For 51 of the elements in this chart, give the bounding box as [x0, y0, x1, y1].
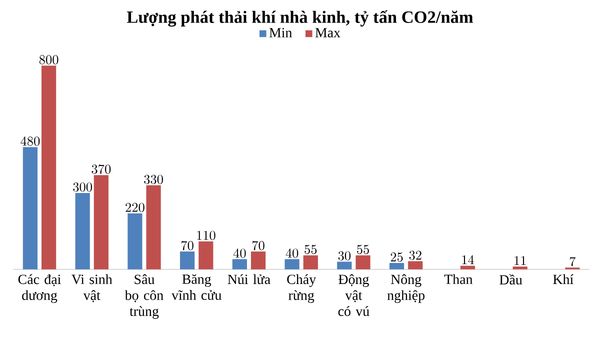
data-label: 55 — [304, 244, 317, 254]
bar — [408, 261, 423, 270]
bar — [180, 252, 195, 270]
bar — [303, 255, 318, 270]
x-tick-label: Vi sinh vật — [72, 274, 112, 302]
x-tick-label: Khí — [553, 274, 574, 284]
bar — [250, 252, 266, 270]
x-tick-label: Sâu bọ côn trùng — [124, 274, 164, 319]
data-label: 32 — [409, 250, 422, 260]
bar — [198, 241, 214, 270]
data-label: 330 — [144, 174, 163, 184]
data-label: 370 — [92, 164, 111, 174]
x-tick-label: Động vật có vú — [338, 274, 370, 316]
bar — [42, 66, 56, 270]
x-tick-label: Các đại dương — [18, 274, 61, 303]
x-tick-label: Than — [444, 274, 473, 284]
data-label: 11 — [514, 256, 526, 265]
bar — [232, 259, 247, 270]
data-label: 40 — [286, 248, 298, 258]
x-tick-label: Dầu — [500, 274, 522, 284]
data-label: 220 — [126, 202, 144, 212]
x-tick-label: Nông nghiệp — [387, 274, 424, 303]
data-label: 480 — [20, 136, 40, 146]
bar — [75, 192, 90, 270]
data-label: 30 — [338, 251, 351, 260]
bar — [389, 262, 404, 270]
bar — [337, 262, 352, 270]
legend-label: Min — [269, 28, 292, 38]
data-label: 25 — [390, 252, 403, 262]
x-tick-label: Cháy rừng — [287, 274, 316, 303]
x-tick-label: Núi lửa — [228, 274, 270, 284]
bar — [146, 185, 161, 270]
bar — [460, 266, 476, 270]
data-label: 40 — [233, 248, 246, 258]
chart-title: Lượng phát thải khí nhà kinh, tỷ tấn CO2/năm — [126, 10, 474, 27]
bar — [356, 255, 370, 270]
x-tick-label: Băng vĩnh cửu — [172, 274, 222, 300]
bar — [94, 175, 108, 270]
data-label: 7 — [570, 256, 576, 266]
bar — [284, 259, 300, 270]
data-label: 300 — [73, 182, 92, 192]
bar — [22, 147, 38, 270]
data-label: 70 — [181, 240, 194, 250]
data-label: 110 — [197, 230, 216, 240]
data-label: 800 — [39, 55, 58, 64]
bar — [512, 266, 528, 270]
data-label: 55 — [357, 244, 369, 254]
bar — [128, 213, 142, 270]
data-label: 70 — [252, 240, 264, 250]
legend-label: Max — [315, 28, 340, 38]
data-label: 14 — [462, 255, 474, 264]
